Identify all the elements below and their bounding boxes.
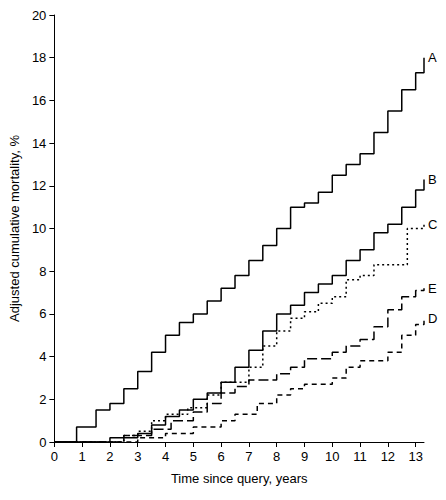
svg-text:2: 2 [39,392,46,407]
svg-text:4: 4 [39,349,46,364]
svg-text:9: 9 [301,449,308,464]
svg-text:10: 10 [325,449,339,464]
svg-text:E: E [428,281,437,296]
svg-text:20: 20 [32,8,46,23]
svg-text:18: 18 [32,50,46,65]
svg-text:0: 0 [51,449,58,464]
svg-text:11: 11 [353,449,367,464]
svg-text:1: 1 [79,449,86,464]
svg-text:3: 3 [134,449,141,464]
svg-text:4: 4 [162,449,169,464]
svg-text:6: 6 [217,449,224,464]
svg-text:12: 12 [381,449,395,464]
svg-text:8: 8 [273,449,280,464]
svg-text:C: C [428,217,437,232]
svg-text:12: 12 [32,178,46,193]
svg-text:7: 7 [245,449,252,464]
svg-text:8: 8 [39,264,46,279]
svg-text:Time since query, years: Time since query, years [171,471,308,486]
svg-text:13: 13 [408,449,422,464]
svg-text:5: 5 [190,449,197,464]
svg-text:2: 2 [106,449,113,464]
svg-text:0: 0 [39,435,46,450]
svg-text:B: B [428,172,437,187]
svg-text:10: 10 [32,221,46,236]
svg-text:D: D [428,311,437,326]
svg-text:A: A [428,50,437,65]
svg-text:14: 14 [32,136,46,151]
svg-text:16: 16 [32,93,46,108]
svg-text:6: 6 [39,306,46,321]
svg-text:Adjusted cumulative mortality,: Adjusted cumulative mortality, % [7,135,22,322]
